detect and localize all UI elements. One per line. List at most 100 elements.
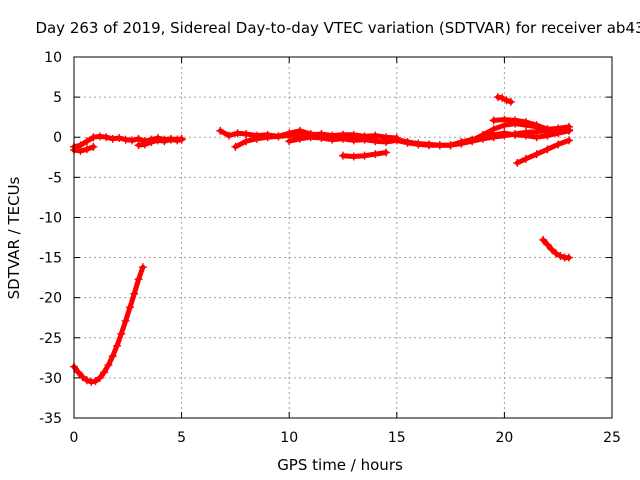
series-arc-morning-c <box>134 135 186 150</box>
data-point <box>532 121 541 130</box>
data-point <box>371 150 380 159</box>
data-point <box>76 146 85 155</box>
data-point <box>295 126 304 135</box>
data-point <box>242 130 251 139</box>
data-point <box>511 116 520 125</box>
y-tick-label: 5 <box>53 90 62 106</box>
data-point <box>446 141 455 150</box>
data-point <box>554 140 563 149</box>
data-point <box>349 136 358 145</box>
data-point <box>153 136 162 145</box>
data-point <box>141 140 150 149</box>
data-point <box>556 251 565 260</box>
data-point <box>121 135 130 144</box>
data-point <box>87 377 96 386</box>
data-point <box>121 316 130 325</box>
series-arc-evening-peak <box>493 93 515 106</box>
x-tick-label: 25 <box>603 430 621 446</box>
data-point <box>500 129 509 138</box>
x-tick-label: 5 <box>177 430 186 446</box>
data-point <box>74 368 83 377</box>
data-point <box>216 126 225 135</box>
series-arc-evening-b <box>489 115 573 135</box>
data-point <box>564 126 573 135</box>
data-point <box>521 117 530 126</box>
data-point <box>511 130 520 139</box>
data-point <box>134 141 143 150</box>
data-point <box>160 137 169 146</box>
data-point <box>295 134 304 143</box>
data-point <box>231 142 240 151</box>
data-point <box>543 240 552 249</box>
data-point <box>274 132 283 141</box>
data-point <box>339 134 347 143</box>
data-point <box>414 139 423 148</box>
data-point <box>125 303 134 312</box>
data-point <box>82 145 91 154</box>
data-point <box>547 245 556 254</box>
data-point <box>513 158 522 167</box>
data-point <box>134 275 143 284</box>
data-point <box>425 140 434 149</box>
data-point <box>138 263 147 272</box>
data-point <box>224 131 233 140</box>
data-point <box>489 116 498 125</box>
data-point <box>489 125 498 134</box>
data-point <box>104 361 113 370</box>
y-tick-label: 10 <box>44 50 62 66</box>
chart-title: Day 263 of 2019, Sidereal Day-to-day VTE… <box>35 19 640 37</box>
x-tick-label: 10 <box>280 430 298 446</box>
data-point <box>478 130 487 139</box>
data-point <box>382 148 391 157</box>
series-arc-evening-descent <box>513 136 573 167</box>
y-tick-label: -10 <box>39 210 62 226</box>
data-point <box>554 126 563 135</box>
y-tick-label: -15 <box>39 251 62 267</box>
y-axis-label: SDTVAR / TECUs <box>5 176 23 299</box>
data-point <box>328 135 337 144</box>
y-tick-label: -35 <box>39 411 62 427</box>
data-point <box>506 97 515 106</box>
series-arc-early-dip <box>70 263 147 386</box>
axis-ticks <box>73 56 613 419</box>
data-point <box>108 134 117 143</box>
data-point <box>457 138 466 147</box>
data-point <box>95 132 104 141</box>
data-point <box>177 135 186 144</box>
data-point <box>532 150 541 159</box>
y-tick-labels: 10 5 0 -5 -10 -15 -20 -25 -30 -35 <box>39 50 62 427</box>
data-point <box>564 253 573 262</box>
data-point <box>339 151 347 160</box>
data-point <box>392 135 401 144</box>
data-point <box>521 131 530 140</box>
data-point <box>435 141 444 150</box>
series-arc-midday-d <box>339 148 391 161</box>
data-point <box>78 373 87 382</box>
data-point <box>91 377 100 386</box>
y-tick-label: -25 <box>39 331 62 347</box>
data-point <box>252 134 261 143</box>
data-point <box>100 368 109 377</box>
data-point <box>493 93 502 102</box>
data-point <box>242 137 251 146</box>
data-point <box>382 135 391 144</box>
data-series <box>70 93 573 386</box>
grid-lines <box>74 57 612 418</box>
data-point <box>552 249 561 258</box>
data-point <box>113 341 122 350</box>
plot-frame <box>73 56 613 419</box>
data-point <box>468 136 477 145</box>
data-point <box>233 129 242 138</box>
data-point <box>82 137 91 146</box>
data-point <box>95 373 104 382</box>
data-point <box>349 152 358 161</box>
x-tick-label: 15 <box>388 430 406 446</box>
data-point <box>564 136 573 145</box>
data-point <box>360 151 369 160</box>
data-point <box>360 135 369 144</box>
data-point <box>403 138 412 147</box>
x-tick-label: 0 <box>70 430 79 446</box>
data-point <box>263 133 272 142</box>
series-arc-midday-b <box>231 126 380 151</box>
data-point <box>371 137 380 146</box>
